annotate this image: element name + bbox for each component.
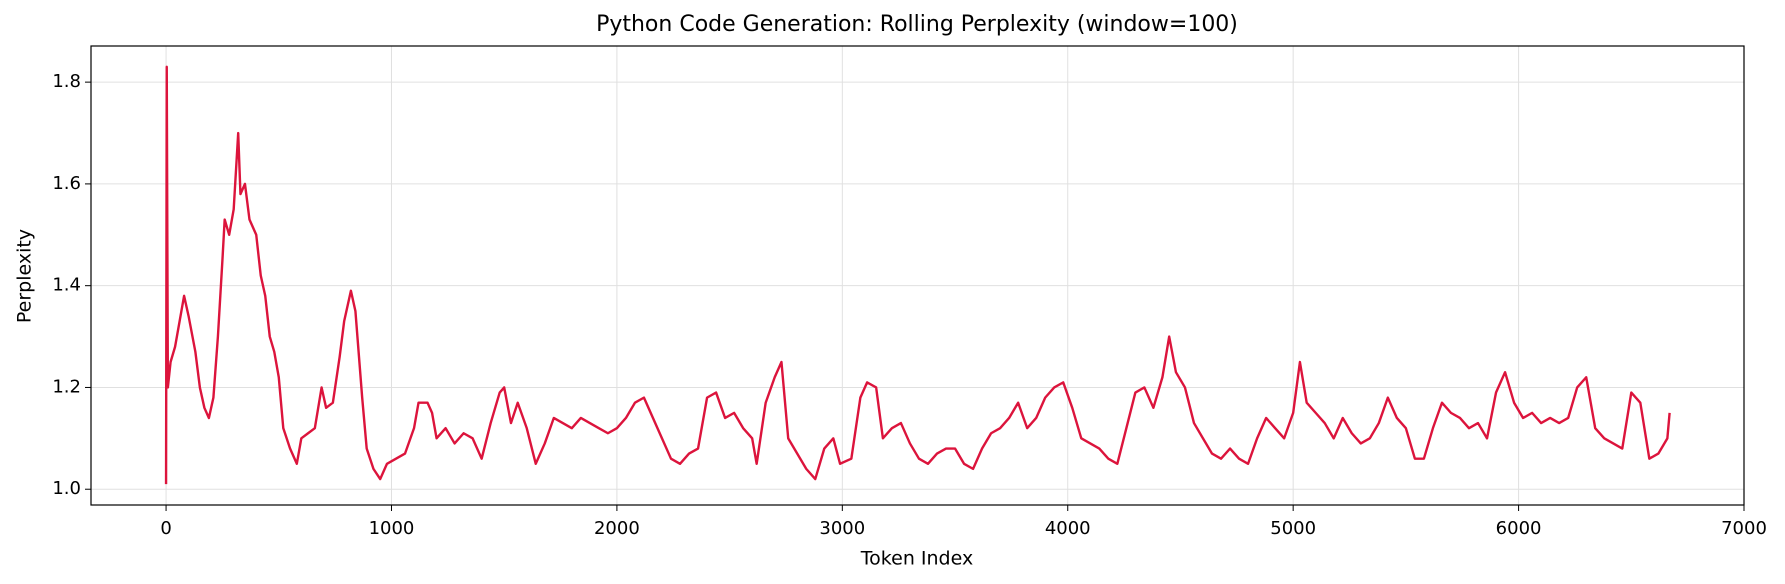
x-tick-label: 4000 — [1045, 518, 1091, 539]
chart-title: Python Code Generation: Rolling Perplexi… — [596, 12, 1238, 37]
plot-frame — [90, 45, 1745, 506]
x-tick-label: 6000 — [1496, 518, 1542, 539]
x-tick-label: 0 — [160, 518, 171, 539]
x-tick-label: 2000 — [594, 518, 640, 539]
y-tick-label: 1.0 — [52, 478, 81, 499]
y-axis-label: Perplexity — [14, 229, 36, 323]
x-tick-label: 5000 — [1270, 518, 1316, 539]
data-line — [164, 65, 1671, 485]
y-tick-label: 1.6 — [52, 173, 81, 194]
y-tick-label: 1.4 — [52, 275, 81, 296]
y-tick-label: 1.2 — [52, 376, 81, 397]
x-tick-label: 3000 — [819, 518, 865, 539]
x-axis-label: Token Index — [860, 548, 973, 570]
x-tick-label: 7000 — [1721, 518, 1767, 539]
x-tick-label: 1000 — [369, 518, 415, 539]
y-tick-label: 1.8 — [52, 71, 81, 92]
